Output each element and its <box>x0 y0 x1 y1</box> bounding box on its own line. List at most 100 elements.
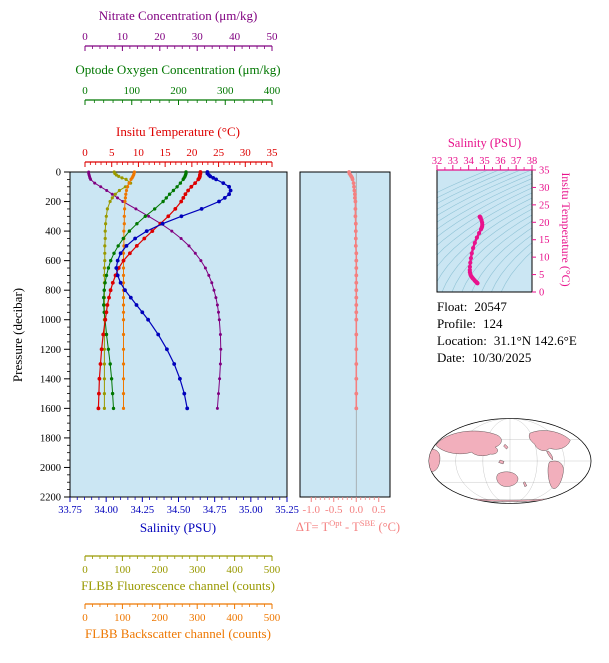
svg-text:37: 37 <box>511 156 522 167</box>
svg-text:1800: 1800 <box>40 433 61 444</box>
svg-text:400: 400 <box>45 227 61 238</box>
date-label: Date: <box>437 350 466 365</box>
svg-text:0.5: 0.5 <box>372 504 386 516</box>
fluorescence-axis-title: FLBB Fluorescence channel (counts) <box>81 578 275 593</box>
ts-salinity-axis: 32 33 34 35 36 37 38 <box>432 156 538 171</box>
svg-text:500: 500 <box>264 564 281 576</box>
svg-text:34.00: 34.00 <box>94 505 118 516</box>
temperature-axis: 0 5 10 15 20 25 30 35 <box>82 147 278 167</box>
svg-text:34.25: 34.25 <box>131 505 155 516</box>
date-row: Date: 10/30/2025 <box>437 349 607 366</box>
ts-salinity-axis-title: Salinity (PSU) <box>447 136 522 150</box>
ts-density-contours <box>437 170 532 292</box>
location-row: Location: 31.1°N 142.6°E <box>437 332 607 349</box>
ts-profile-curve <box>467 214 485 286</box>
svg-text:30: 30 <box>192 31 204 43</box>
fluorescence-axis: 0 100 200 300 400 500 <box>82 555 281 576</box>
svg-text:40: 40 <box>229 31 241 43</box>
svg-text:400: 400 <box>226 564 243 576</box>
svg-text:0: 0 <box>82 85 88 97</box>
svg-text:35: 35 <box>267 147 279 159</box>
svg-text:200: 200 <box>152 612 169 624</box>
svg-text:34.75: 34.75 <box>203 505 227 516</box>
float-id-row: Float: 20547 <box>437 298 607 315</box>
svg-text:2000: 2000 <box>40 463 61 474</box>
svg-text:35: 35 <box>479 156 490 167</box>
nitrate-axis-title: Nitrate Concentration (μm/kg) <box>98 8 258 23</box>
svg-text:10: 10 <box>539 253 550 264</box>
temperature-axis-title: Insitu Temperature (°C) <box>116 124 240 139</box>
svg-text:0: 0 <box>82 147 88 159</box>
svg-text:50: 50 <box>267 31 279 43</box>
landmass-north-america <box>528 430 571 451</box>
svg-text:1200: 1200 <box>40 345 61 356</box>
landmass-indonesia <box>498 459 505 465</box>
svg-text:-0.5: -0.5 <box>325 504 343 516</box>
svg-text:300: 300 <box>217 85 234 97</box>
pressure-axis: 0 200 400 600 800 1000 1200 1400 1600 1800 2000 220… <box>40 168 70 504</box>
delta-t-axis: -1.0 -0.5 0.0 0.5 <box>303 497 386 516</box>
delta-t-label-sup-sbe: SBE <box>359 518 376 528</box>
landmass-eurasia <box>435 430 502 456</box>
svg-text:400: 400 <box>264 85 281 97</box>
float-id-label: Float: <box>437 299 468 314</box>
svg-text:20: 20 <box>186 147 198 159</box>
nitrate-axis: 0 10 20 30 40 50 <box>82 31 278 51</box>
svg-text:500: 500 <box>264 612 281 624</box>
svg-text:100: 100 <box>124 85 141 97</box>
svg-text:0.0: 0.0 <box>349 504 363 516</box>
svg-text:200: 200 <box>170 85 187 97</box>
delta-t-profile <box>347 170 359 496</box>
location-value: 31.1°N 142.6°E <box>493 333 577 348</box>
delta-t-axis-title: ΔT= TOpt - TSBE (°C) <box>283 518 413 535</box>
svg-text:38: 38 <box>527 156 538 167</box>
salinity-axis: 33.75 34.00 34.25 34.50 34.75 35.00 35.25 <box>58 497 299 516</box>
oxygen-axis: 0 100 200 300 400 <box>82 85 281 105</box>
date-value: 10/30/2025 <box>472 350 532 365</box>
svg-text:100: 100 <box>114 612 131 624</box>
landmass-south-america <box>547 460 564 489</box>
landmass-africa <box>428 449 441 472</box>
salinity-axis-title: Salinity (PSU) <box>139 520 217 535</box>
main-profiles <box>87 170 233 411</box>
delta-t-label-part: (°C) <box>375 520 401 535</box>
svg-text:200: 200 <box>45 197 61 208</box>
svg-text:25: 25 <box>539 200 550 211</box>
svg-text:-1.0: -1.0 <box>303 504 321 516</box>
svg-text:0: 0 <box>539 288 544 299</box>
svg-text:1400: 1400 <box>40 374 61 385</box>
svg-text:33.75: 33.75 <box>58 505 82 516</box>
svg-text:20: 20 <box>539 218 550 229</box>
svg-text:5: 5 <box>109 147 115 159</box>
svg-text:0: 0 <box>82 31 88 43</box>
profile-number-value: 124 <box>483 316 503 331</box>
svg-text:1000: 1000 <box>40 315 61 326</box>
ts-temperature-axis: 0 5 10 15 20 25 30 35 <box>532 166 550 299</box>
svg-text:1600: 1600 <box>40 404 61 415</box>
svg-text:20: 20 <box>154 31 166 43</box>
svg-text:32: 32 <box>432 156 443 167</box>
svg-text:33: 33 <box>448 156 459 167</box>
ts-temperature-axis-title: Insitu Temperature (°C) <box>559 172 573 287</box>
landmass-australia <box>496 471 519 487</box>
svg-text:36: 36 <box>495 156 506 167</box>
landmass-central-america <box>546 450 553 461</box>
delta-t-label-part: ΔT= T <box>295 520 330 535</box>
svg-text:800: 800 <box>45 286 61 297</box>
map-landmasses <box>428 423 577 502</box>
svg-text:600: 600 <box>45 256 61 267</box>
svg-text:15: 15 <box>160 147 172 159</box>
svg-text:35: 35 <box>539 166 550 177</box>
svg-text:200: 200 <box>152 564 169 576</box>
backscatter-axis-title: FLBB Backscatter channel (counts) <box>85 626 271 641</box>
svg-text:35.00: 35.00 <box>239 505 263 516</box>
landmass-new-zealand <box>523 481 528 487</box>
oxygen-axis-title: Optode Oxygen Concentration (μm/kg) <box>75 62 281 77</box>
svg-text:25: 25 <box>213 147 225 159</box>
svg-text:34.50: 34.50 <box>167 505 191 516</box>
svg-text:300: 300 <box>189 612 206 624</box>
svg-text:100: 100 <box>114 564 131 576</box>
profile-number-row: Profile: 124 <box>437 315 607 332</box>
